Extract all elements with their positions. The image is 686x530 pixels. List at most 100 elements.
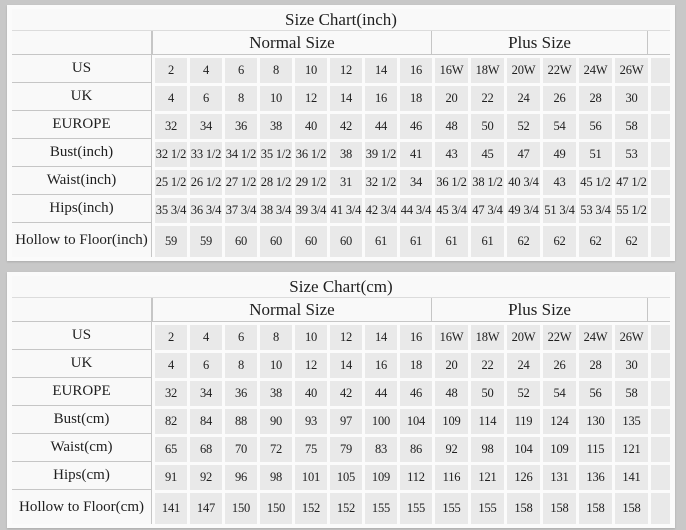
table-row: UK 4 6 8 10 12 14 16 18 20 22 24 26 28 30 <box>12 350 670 378</box>
size-cell: 97 <box>327 406 362 434</box>
size-cell: 16 <box>362 350 397 378</box>
size-cell: 16 <box>362 83 397 111</box>
size-cell: 62 <box>540 223 576 257</box>
size-cell: 61 <box>432 223 468 257</box>
size-cell: 26 <box>540 350 576 378</box>
size-cell: 50 <box>468 378 504 406</box>
size-cell: 62 <box>576 223 612 257</box>
row-label: Waist(inch) <box>12 167 152 195</box>
row-label: US <box>12 322 152 350</box>
size-cell: 26W <box>612 55 648 83</box>
size-cell: 6 <box>187 83 222 111</box>
size-cell: 40 <box>292 111 327 139</box>
size-cell: 4 <box>187 322 222 350</box>
size-cell: 14 <box>362 55 397 83</box>
empty-tail-cell <box>648 111 670 139</box>
empty-tail-cell <box>648 195 670 223</box>
size-cell: 12 <box>292 83 327 111</box>
size-cell: 44 3/4 <box>397 195 432 223</box>
size-cell: 36 1/2 <box>292 139 327 167</box>
size-cell: 26 1/2 <box>187 167 222 195</box>
size-cell: 38 <box>327 139 362 167</box>
size-chart-inch-panel: Size Chart(inch) Normal Size Plus Size US 2 4… <box>7 5 675 261</box>
size-cell: 98 <box>468 434 504 462</box>
size-chart-inch-table: Size Chart(inch) Normal Size Plus Size US 2 4… <box>12 9 670 257</box>
size-cell: 61 <box>468 223 504 257</box>
row-label: Hollow to Floor(cm) <box>12 490 152 524</box>
size-cell: 20W <box>504 55 540 83</box>
row-label: Bust(inch) <box>12 139 152 167</box>
size-cell: 155 <box>468 490 504 524</box>
size-cell: 72 <box>257 434 292 462</box>
size-cell: 6 <box>222 55 257 83</box>
table-row: Waist(inch) 25 1/2 26 1/2 27 1/2 28 1/2 29 1/… <box>12 167 670 195</box>
size-cell: 40 <box>292 378 327 406</box>
group-header-normal-size: Normal Size <box>152 298 432 322</box>
size-cell: 38 1/2 <box>468 167 504 195</box>
size-cell: 104 <box>397 406 432 434</box>
size-cell: 56 <box>576 111 612 139</box>
size-cell: 20 <box>432 350 468 378</box>
size-chart-cm-panel: Size Chart(cm) Normal Size Plus Size US 2 4 6 8… <box>7 272 675 528</box>
size-cell: 47 3/4 <box>468 195 504 223</box>
size-cell: 158 <box>612 490 648 524</box>
size-cell: 51 3/4 <box>540 195 576 223</box>
size-cell: 4 <box>187 55 222 83</box>
size-cell: 35 3/4 <box>152 195 187 223</box>
table-row: US 2 4 6 8 10 12 14 16 16W 18W 20W 22W 24W 26W <box>12 322 670 350</box>
size-cell: 34 <box>397 167 432 195</box>
size-cell: 29 1/2 <box>292 167 327 195</box>
size-cell: 44 <box>362 378 397 406</box>
size-cell: 8 <box>257 55 292 83</box>
empty-tail-cell <box>648 83 670 111</box>
size-cell: 60 <box>257 223 292 257</box>
empty-tail-cell <box>648 322 670 350</box>
size-cell: 130 <box>576 406 612 434</box>
size-cell: 86 <box>397 434 432 462</box>
size-cell: 131 <box>540 462 576 490</box>
size-chart-cm-table: Size Chart(cm) Normal Size Plus Size US 2 4 6 8… <box>12 276 670 524</box>
size-cell: 158 <box>540 490 576 524</box>
size-cell: 28 <box>576 350 612 378</box>
size-cell: 61 <box>397 223 432 257</box>
size-cell: 105 <box>327 462 362 490</box>
empty-tail-cell <box>648 167 670 195</box>
size-cell: 88 <box>222 406 257 434</box>
size-cell: 54 <box>540 378 576 406</box>
size-cell: 47 1/2 <box>612 167 648 195</box>
size-cell: 16W <box>432 55 468 83</box>
group-header-tail <box>648 298 670 322</box>
table-row: Hips(inch) 35 3/4 36 3/4 37 3/4 38 3/4 39 3/4… <box>12 195 670 223</box>
size-cell: 114 <box>468 406 504 434</box>
table-row: Bust(inch) 32 1/2 33 1/2 34 1/2 35 1/2 36 1/2… <box>12 139 670 167</box>
size-cell: 2 <box>152 322 187 350</box>
size-cell: 51 <box>576 139 612 167</box>
size-cell: 109 <box>362 462 397 490</box>
size-cell: 116 <box>432 462 468 490</box>
size-cell: 4 <box>152 83 187 111</box>
size-cell: 70 <box>222 434 257 462</box>
table-title: Size Chart(cm) <box>12 276 670 298</box>
empty-tail-cell <box>648 223 670 257</box>
size-cell: 91 <box>152 462 187 490</box>
size-cell: 141 <box>612 462 648 490</box>
size-cell: 121 <box>468 462 504 490</box>
group-header-corner <box>12 31 152 55</box>
size-cell: 155 <box>362 490 397 524</box>
size-cell: 56 <box>576 378 612 406</box>
size-cell: 18 <box>397 83 432 111</box>
size-cell: 26W <box>612 322 648 350</box>
size-cell: 158 <box>576 490 612 524</box>
size-cell: 22 <box>468 350 504 378</box>
size-cell: 135 <box>612 406 648 434</box>
size-cell: 24 <box>504 83 540 111</box>
size-cell: 112 <box>397 462 432 490</box>
size-cell: 18 <box>397 350 432 378</box>
size-cell: 22W <box>540 322 576 350</box>
size-cell: 14 <box>327 350 362 378</box>
size-cell: 58 <box>612 378 648 406</box>
size-cell: 39 1/2 <box>362 139 397 167</box>
size-cell: 152 <box>292 490 327 524</box>
size-cell: 38 <box>257 111 292 139</box>
size-cell: 18W <box>468 55 504 83</box>
